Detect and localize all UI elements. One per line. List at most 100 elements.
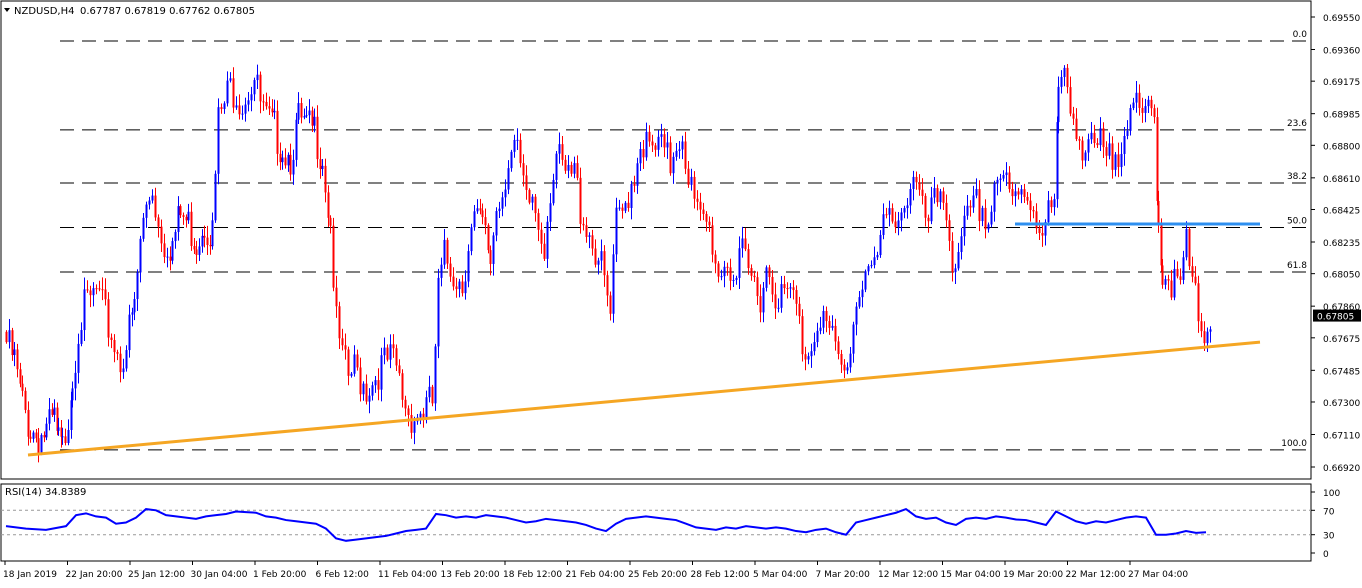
candle-up (464, 281, 467, 294)
candle-down (276, 110, 279, 154)
candle-up (816, 330, 819, 343)
candle-down (669, 142, 672, 174)
candle-up (777, 307, 780, 309)
candle-down (792, 287, 795, 291)
candle-up (630, 184, 633, 208)
candle-up (510, 151, 513, 169)
price-tick-label: 0.68985 (1323, 111, 1360, 121)
candle-down (663, 134, 666, 148)
candle-up (681, 141, 684, 150)
candle-down (564, 159, 567, 171)
candle-down (398, 365, 401, 374)
candle-down (332, 225, 335, 288)
fib-level-label: 100.0 (1281, 439, 1307, 449)
candle-down (828, 321, 831, 328)
candle-up (723, 266, 726, 277)
candle-up (122, 368, 125, 373)
trend-lines (27, 222, 1261, 457)
candle-down (119, 353, 122, 373)
candle-down (238, 105, 241, 115)
candle-down (708, 221, 711, 226)
candle-down (410, 415, 413, 433)
time-tick-label: 18 Jan 2019 (3, 570, 57, 580)
fib-level-label: 0.0 (1293, 30, 1308, 40)
candle-up (45, 423, 48, 438)
candle-down (1032, 210, 1035, 212)
candle-up (861, 289, 864, 298)
candle-up (273, 110, 276, 113)
candle-down (1117, 154, 1120, 168)
candle-up (217, 107, 220, 174)
candle-up (735, 277, 738, 280)
candle-up (74, 372, 77, 389)
candle-down (687, 168, 690, 185)
candle-down (1188, 229, 1191, 267)
candle-up (852, 324, 855, 354)
candle-up (244, 104, 247, 114)
candle-down (984, 207, 987, 230)
current-price-marker (1313, 309, 1361, 322)
candle-up (437, 277, 440, 347)
candle-down (534, 196, 537, 214)
candle-down (347, 349, 350, 376)
candle-up (80, 330, 83, 344)
candle-up (1099, 128, 1102, 146)
candle-down (753, 275, 756, 278)
candle-down (540, 229, 543, 244)
candle-down (519, 139, 522, 164)
time-tick-label: 1 Feb 20:00 (253, 570, 307, 580)
candle-down (1179, 276, 1182, 280)
candle-down (182, 215, 185, 217)
candle-down (386, 347, 389, 360)
candle-down (104, 289, 107, 300)
candle-down (1156, 117, 1159, 201)
candle-up (552, 179, 555, 204)
rsi-label: RSI(14) 34.8389 (5, 487, 86, 498)
candle-down (452, 276, 455, 287)
candle-up (125, 350, 128, 369)
candle-down (11, 330, 14, 356)
candle-down (594, 248, 597, 265)
candle-down (1111, 143, 1114, 170)
candle-up (353, 354, 356, 374)
candle-up (467, 251, 470, 282)
candle-up (678, 149, 681, 151)
candle-down (1176, 268, 1179, 277)
candle-down (936, 188, 939, 203)
candle-up (362, 383, 365, 395)
candle-down (1170, 280, 1173, 298)
candle-down (163, 243, 166, 258)
candle-up (305, 115, 308, 117)
candle-down (206, 237, 209, 246)
candle-up (597, 260, 600, 265)
candle-down (487, 225, 490, 251)
candle-down (1038, 228, 1041, 234)
candle-up (912, 176, 915, 190)
candle-up (1182, 257, 1185, 280)
price-tick-label: 0.67110 (1323, 431, 1360, 441)
dropdown-icon[interactable] (4, 8, 10, 12)
candle-up (987, 224, 990, 230)
candle-up (645, 131, 648, 158)
candle-down (195, 249, 198, 255)
candle-down (356, 354, 359, 368)
candle-up (136, 272, 139, 300)
candle-up (383, 347, 386, 356)
candle-up (588, 235, 591, 237)
candle-up (900, 212, 903, 221)
candle-up (187, 211, 190, 221)
price-tick-label: 0.68800 (1323, 142, 1360, 152)
candle-down (1029, 200, 1032, 211)
candle-up (513, 139, 516, 152)
candle-down (891, 208, 894, 222)
candle-up (198, 246, 201, 255)
candle-up (148, 200, 151, 205)
candle-down (377, 380, 380, 390)
candle-down (461, 281, 464, 294)
candle-down (627, 202, 630, 208)
candle-down (1160, 223, 1163, 266)
candle-down (86, 289, 89, 291)
ohlc-values: 0.67787 0.67819 0.67762 0.67805 (80, 6, 255, 17)
candle-up (675, 150, 678, 157)
candle-up (498, 208, 501, 212)
